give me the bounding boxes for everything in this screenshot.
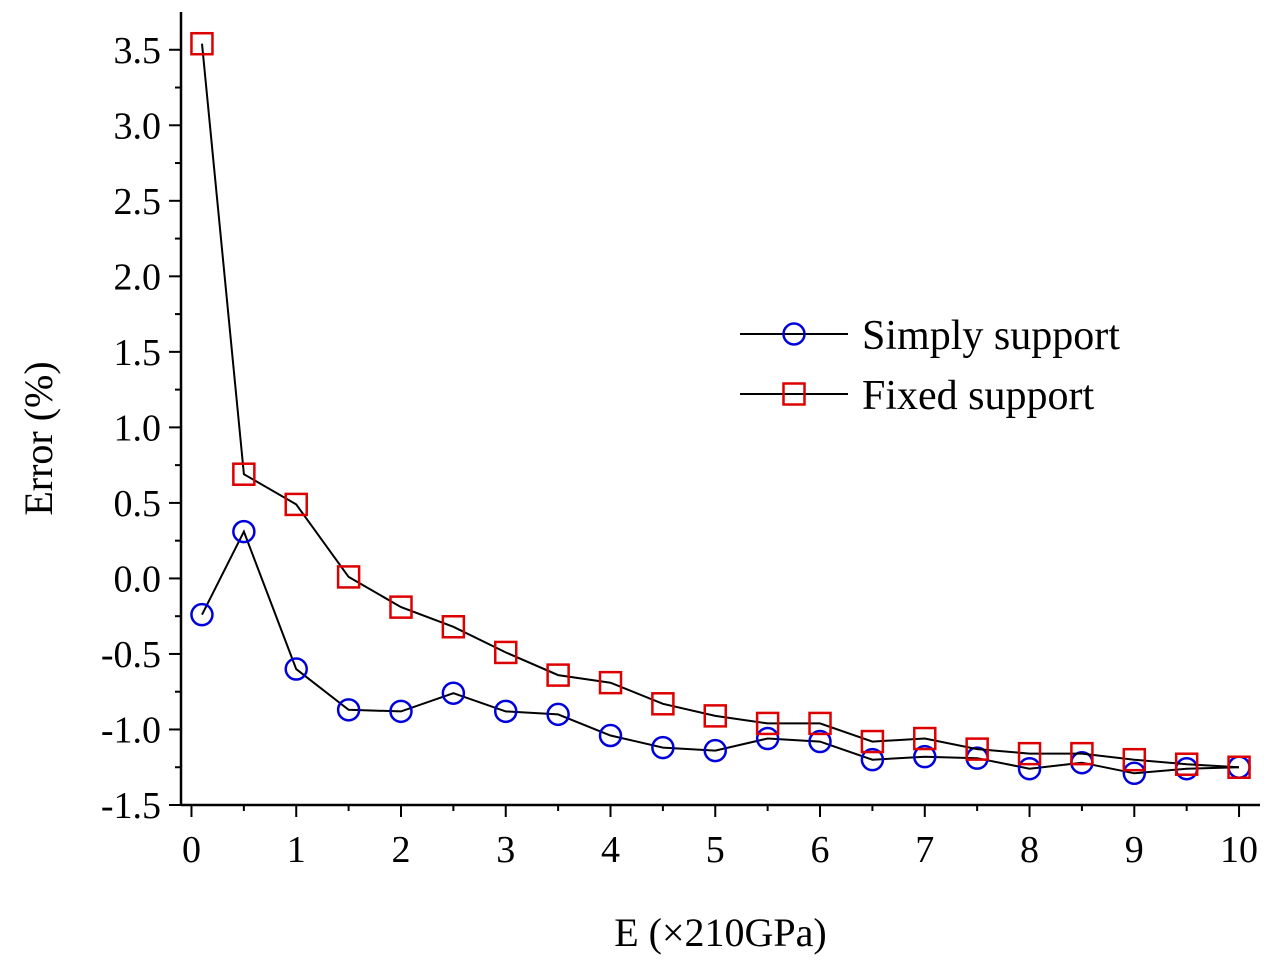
legend-label: Simply support — [862, 313, 1120, 359]
data-point — [546, 663, 570, 687]
data-point — [808, 711, 832, 736]
x-axis-title: E (×210GPa) — [614, 910, 827, 955]
legend: Simply support Fixed support — [740, 313, 1120, 419]
data-point — [651, 692, 675, 716]
x-tick-label: 7 — [915, 829, 934, 871]
legend-label: Fixed support — [862, 373, 1095, 419]
data-point — [389, 595, 413, 619]
y-tick-label: -1.0 — [101, 709, 161, 751]
data-point — [284, 657, 308, 681]
y-tick-label: 3.0 — [114, 105, 162, 147]
data-point — [441, 681, 466, 705]
y-tick-label: -0.5 — [101, 634, 161, 676]
x-tick-label: 2 — [391, 829, 410, 871]
axes — [179, 12, 1260, 807]
x-tick-label: 4 — [601, 829, 620, 871]
data-point — [598, 670, 623, 695]
x-tick-label: 5 — [706, 829, 725, 871]
data-point — [1070, 741, 1094, 766]
series-line — [201, 529, 1240, 775]
x-tick-label: 8 — [1020, 829, 1039, 871]
y-tick-label: 3.5 — [114, 30, 162, 72]
data-point — [860, 729, 885, 754]
data-point — [913, 726, 937, 751]
data-point — [336, 698, 361, 722]
data-point — [493, 699, 518, 724]
data-point — [441, 615, 466, 639]
y-tick-label: 2.5 — [114, 181, 162, 223]
data-point — [1017, 756, 1042, 781]
data-point — [1122, 747, 1147, 772]
y-tick-label: 2.0 — [114, 256, 162, 298]
data-point — [808, 729, 832, 754]
x-tick-label: 10 — [1220, 829, 1258, 871]
data-point — [284, 492, 308, 517]
y-tick-label: 0.0 — [114, 558, 162, 600]
y-tick-label: -1.5 — [101, 785, 161, 827]
legend-marker — [782, 382, 806, 406]
data-point — [755, 726, 780, 751]
data-point — [703, 704, 728, 728]
x-tick-label: 3 — [496, 829, 515, 871]
data-point — [190, 31, 214, 56]
legend-item: Simply support — [740, 313, 1120, 359]
data-point — [860, 747, 885, 772]
series-layer — [190, 31, 1251, 786]
y-tick-label: 1.0 — [114, 407, 162, 449]
data-point — [389, 699, 413, 724]
data-point — [232, 462, 256, 486]
legend-item: Fixed support — [740, 373, 1095, 419]
data-point — [913, 744, 937, 769]
data-point — [493, 640, 518, 665]
data-point — [1017, 741, 1042, 766]
data-point — [232, 519, 256, 544]
data-point — [1174, 752, 1199, 776]
series-2 — [190, 31, 1251, 779]
data-point — [1122, 761, 1147, 786]
data-point — [546, 702, 570, 727]
y-tick-label: 1.5 — [114, 332, 162, 374]
y-tick-label: 0.5 — [114, 483, 162, 525]
y-axis-title: Error (%) — [16, 361, 61, 515]
x-tick-label: 1 — [287, 829, 306, 871]
data-point — [651, 735, 675, 760]
x-tick-label: 9 — [1125, 829, 1144, 871]
data-point — [965, 737, 989, 761]
series-line — [201, 43, 1240, 769]
x-tick-label: 6 — [811, 829, 830, 871]
x-tick-label: 0 — [182, 829, 201, 871]
data-point — [336, 565, 361, 589]
data-point — [190, 602, 214, 627]
data-point — [703, 738, 728, 763]
legend-marker — [782, 322, 806, 346]
x-ticks: 0 1 2 3 4 5 6 7 8 9 10 — [182, 805, 1258, 871]
data-point — [598, 723, 623, 748]
data-point — [755, 711, 780, 736]
data-point — [1227, 755, 1251, 779]
y-ticks: -1.5 -1.0 -0.5 0.0 0.5 1.0 1.5 2.0 2.5 3.0 3.5 — [101, 30, 181, 827]
